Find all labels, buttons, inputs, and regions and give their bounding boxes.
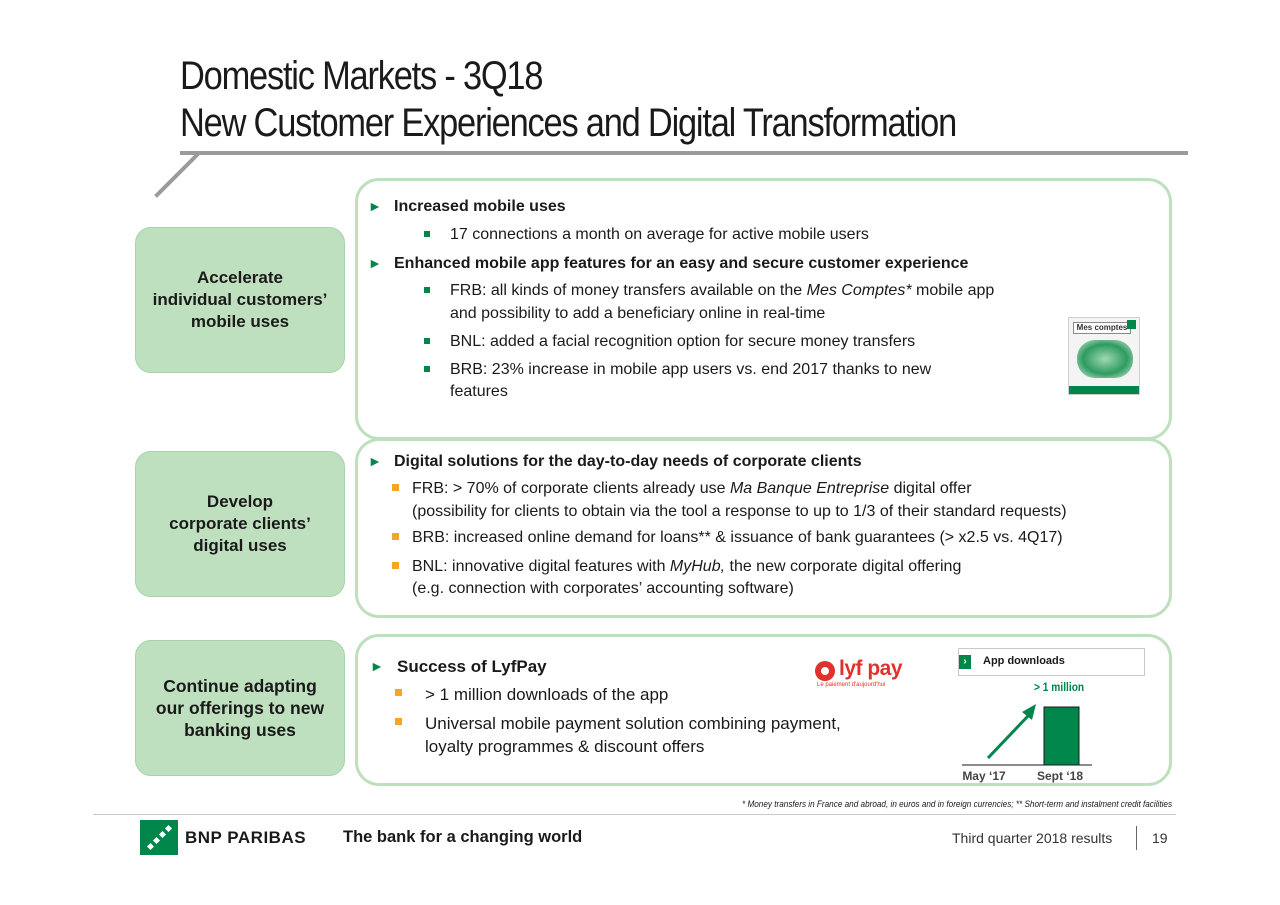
logo-star-icon bbox=[164, 824, 173, 833]
heading-lyfpay: Success of LyfPay bbox=[397, 657, 547, 676]
panel-corporate-uses bbox=[355, 438, 1172, 618]
square-bullet-icon bbox=[395, 718, 402, 725]
square-bullet-icon bbox=[392, 562, 399, 569]
bullet-connections: 17 connections a month on average for ac… bbox=[450, 226, 869, 243]
bullet-lyfpay-downloads: > 1 million downloads of the app bbox=[425, 685, 669, 704]
panel-new-banking-uses bbox=[355, 634, 1172, 786]
square-bullet-icon bbox=[392, 533, 399, 540]
square-bullet-icon bbox=[392, 484, 399, 491]
page-number: 19 bbox=[1152, 830, 1168, 846]
section-label-text: Continue adapting our offerings to new b… bbox=[155, 676, 325, 740]
section-label-text: Develop corporate clients’ digital uses bbox=[169, 492, 311, 555]
logo-star-icon bbox=[158, 830, 167, 839]
lyfpay-logo: lyf pay Le paiement d'aujourd'hui bbox=[815, 657, 905, 690]
square-bullet-icon bbox=[424, 231, 430, 237]
page-title-line2: New Customer Experiences and Digital Tra… bbox=[180, 101, 957, 145]
growth-arrow-line bbox=[986, 714, 1030, 760]
bullet-bnl-corporate-cont: (e.g. connection with corporates’ accoun… bbox=[412, 580, 794, 597]
bullet-frb-corporate: FRB: > 70% of corporate clients already … bbox=[412, 479, 972, 499]
title-divider-slash bbox=[154, 152, 200, 198]
heading-enhanced-features: Enhanced mobile app features for an easy… bbox=[394, 255, 969, 272]
app-screen-title: Mes comptes bbox=[1073, 322, 1131, 334]
bnl-corp-product: MyHub, bbox=[669, 558, 726, 575]
square-bullet-icon bbox=[424, 366, 430, 372]
footer-separator bbox=[1136, 826, 1137, 850]
arrow-bullet-icon: ► bbox=[368, 198, 382, 214]
app-downloads-header: › App downloads bbox=[958, 648, 1145, 676]
tick-label-sept-18: Sept ‘18 bbox=[1037, 769, 1083, 783]
heading-digital-solutions: Digital solutions for the day-to-day nee… bbox=[394, 453, 862, 470]
bullet-lyfpay-solution-cont: loyalty programmes & discount offers bbox=[425, 737, 705, 756]
title-divider bbox=[180, 151, 1188, 155]
square-bullet-icon bbox=[424, 338, 430, 344]
page-title-line1: Domestic Markets - 3Q18 bbox=[180, 54, 543, 98]
bullet-brb-corporate: BRB: increased online demand for loans**… bbox=[412, 529, 1063, 546]
arrow-bullet-icon: ► bbox=[370, 658, 384, 674]
logo-star-icon bbox=[146, 842, 155, 851]
lyfpay-logo-tagline: Le paiement d'aujourd'hui bbox=[817, 682, 886, 688]
frb-corp-text-b: digital offer bbox=[889, 480, 972, 497]
app-illustration bbox=[1077, 340, 1133, 378]
bullet-frb-corporate-cont: (possibility for clients to obtain via t… bbox=[412, 503, 1067, 520]
bullet-frb-mobile-cont: and possibility to add a beneficiary onl… bbox=[450, 305, 826, 322]
app-brand-mark bbox=[1127, 320, 1136, 329]
frb-text-a: FRB: all kinds of money transfers availa… bbox=[450, 282, 807, 299]
growth-arrow-head bbox=[1022, 704, 1036, 720]
tick-label-may-17: May ‘17 bbox=[962, 769, 1006, 783]
section-label-text: Accelerate individual customers’ mobile … bbox=[152, 268, 328, 331]
bullet-brb-mobile-cont: features bbox=[450, 383, 508, 400]
app-footer-bar bbox=[1069, 386, 1139, 394]
bar-sept-18 bbox=[1043, 706, 1080, 766]
footnote: * Money transfers in France and abroad, … bbox=[741, 799, 1172, 810]
frb-app-name: Mes Comptes* bbox=[806, 282, 912, 299]
app-downloads-chart: May ‘17 Sept ‘18 bbox=[962, 704, 1092, 783]
results-label: Third quarter 2018 results bbox=[952, 830, 1113, 846]
frb-text-b: mobile app bbox=[911, 282, 995, 299]
chevron-right-icon: › bbox=[959, 655, 971, 669]
footer-divider bbox=[93, 814, 1176, 815]
bullet-brb-mobile: BRB: 23% increase in mobile app users vs… bbox=[450, 361, 932, 378]
bnl-corp-text-a: BNL: innovative digital features with bbox=[412, 558, 670, 575]
logo-star-icon bbox=[152, 836, 161, 845]
bnl-corp-text-b: the new corporate digital offering bbox=[725, 558, 962, 575]
chart-annotation: > 1 million bbox=[1034, 680, 1085, 694]
heading-increased-mobile-uses: Increased mobile uses bbox=[394, 198, 566, 215]
bullet-bnl-corporate: BNL: innovative digital features with My… bbox=[412, 557, 961, 577]
section-label-corporate-uses: Develop corporate clients’ digital uses bbox=[135, 451, 345, 597]
bullet-bnl-mobile: BNL: added a facial recognition option f… bbox=[450, 333, 916, 350]
mes-comptes-app-image: Mes comptes bbox=[1068, 317, 1140, 395]
bnp-paribas-logo-icon bbox=[140, 820, 178, 855]
frb-corp-text-a: FRB: > 70% of corporate clients already … bbox=[412, 480, 730, 497]
arrow-bullet-icon: ► bbox=[368, 255, 382, 271]
frb-corp-product: Ma Banque Entreprise bbox=[729, 480, 890, 497]
square-bullet-icon bbox=[424, 287, 430, 293]
brand-tagline: The bank for a changing world bbox=[343, 828, 583, 846]
brand-name: BNP PARIBAS bbox=[185, 828, 307, 847]
section-label-mobile-uses: Accelerate individual customers’ mobile … bbox=[135, 227, 345, 373]
lyfpay-logo-mark bbox=[815, 661, 835, 681]
section-label-new-banking-uses: Continue adapting our offerings to new b… bbox=[135, 640, 345, 776]
bullet-lyfpay-solution: Universal mobile payment solution combin… bbox=[425, 714, 841, 733]
arrow-bullet-icon: ► bbox=[368, 453, 382, 469]
chart-title: App downloads bbox=[983, 655, 1065, 667]
square-bullet-icon bbox=[395, 689, 402, 696]
lyfpay-logo-word: lyf pay bbox=[839, 657, 903, 680]
bullet-frb-mobile: FRB: all kinds of money transfers availa… bbox=[450, 281, 994, 301]
